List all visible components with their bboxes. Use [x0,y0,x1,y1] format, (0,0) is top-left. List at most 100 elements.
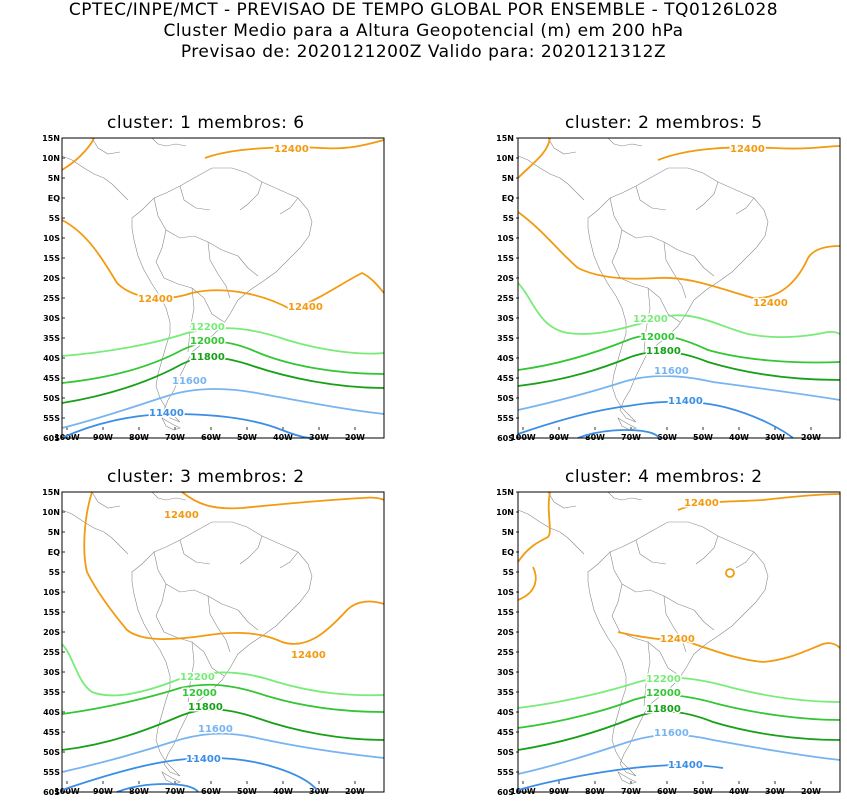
coastline [517,137,769,431]
lat-tick-label: 40S [497,708,514,717]
coastline-segment [131,167,313,423]
contour-12000 [61,683,385,715]
lat-tick-label: 10S [497,234,514,243]
coastline-segment [735,551,755,569]
coastline-segment [587,521,769,777]
contour-12400 [517,491,551,563]
label-11400: 11400 [668,760,703,771]
contour-11800 [517,710,841,751]
label-11800: 11800 [190,352,225,363]
contour-11600 [61,732,385,773]
map-frame [517,491,841,793]
contour-11600 [517,375,841,411]
coastline-segment [695,535,719,565]
lat-tick-label: 45S [43,728,60,737]
lat-tick-label: 35S [497,688,514,697]
contour-12400 [517,211,841,299]
contour-12400-closed [725,568,735,578]
contour-11400 [61,757,318,791]
lat-tick-label: 40S [43,354,60,363]
coastline-segment [187,641,195,707]
contour-12400 [83,491,385,645]
coastline-segment [617,417,637,431]
label-12400-top: 12400 [164,510,199,521]
lat-tick-label: 30S [43,314,60,323]
lat-tick-label: 55S [497,414,514,423]
lat-tick-label: 25S [497,294,514,303]
contour-12000 [61,340,385,384]
map-panel-2: 15N 10N 5N EQ 5S 10S 15S 20S 25S 30S 35S 40S 45S 50S 5… [496,134,841,443]
coastline-segment [179,539,211,565]
contour-11600 [61,388,385,429]
label-11400: 11400 [186,754,221,765]
contour-12400 [657,145,841,161]
coastline [61,491,313,785]
lat-tick-label: 15S [43,254,60,263]
coastline-segment [61,509,129,555]
coastline-segment [635,185,667,211]
coastline-segment [611,583,661,653]
coastline-segment [517,509,585,555]
lat-tick-label: 25S [43,294,60,303]
lat-tick-label: 10N [496,508,514,517]
map-panel-4: 15N 10N 5N EQ 5S 10S 15S 20S 25S 30S 35S 40S 45S 50S 5… [496,488,841,797]
map-panel-3: 15N 10N 5N EQ 5S 10S 15S 20S 25S 30S 35S 40S 45S 50S 5… [42,488,385,797]
lat-tick-label: 10N [42,508,60,517]
coastline-segment [617,771,637,785]
contour-12200 [517,282,841,338]
lat-tick-label: 5N [502,528,514,537]
lon-tick-labels: 100W 90W 80W 70W 60W 50W 40W 30W 20W [54,781,365,796]
map-frame [61,137,385,439]
lat-tick-label: 5N [502,174,514,183]
lat-tick-label: 50S [497,748,514,757]
lat-tick-label: 10S [497,588,514,597]
coastline-segment [635,539,667,565]
coastline-segment [207,595,231,653]
label-12000: 12000 [646,688,681,699]
label-12200: 12200 [646,674,681,685]
coastline-segment [735,197,755,215]
coastline-segment [587,167,769,423]
map-panel-1: 15N 10N 5N EQ 5S 10S 15S 20S 25S 30S 35S 40S 45S 50S 5… [42,134,385,443]
coastline-segment [279,197,299,215]
lat-tick-label: 5N [48,174,60,183]
coastline [517,491,769,785]
panel-1-title: cluster: 1 membros: 6 [107,113,305,133]
coastline-segment [151,491,187,501]
coastline-segment [151,137,187,147]
lat-tick-label: 45S [497,728,514,737]
lat-tick-label: 50S [43,394,60,403]
label-12400-right: 12400 [291,650,326,661]
contour-11600 [517,734,841,775]
lat-tick-label: 30S [497,314,514,323]
lat-tick-label: 15N [496,134,514,143]
lat-tick-label: 5S [49,214,61,223]
lat-tick-label: 25S [497,648,514,657]
contour-12400 [517,566,537,601]
coastline-segment [693,609,715,631]
label-12400-top: 12400 [730,144,765,155]
contour-12400 [61,219,385,311]
contour-11800 [517,350,841,387]
lat-tick-label: 5N [48,528,60,537]
lat-tick-label: 5S [503,568,515,577]
coastline-segment [659,651,681,677]
coastline-segment [239,181,263,211]
lat-tick-label: 30S [43,668,60,677]
contour-12400 [617,631,841,663]
header-line-3: Previsao de: 2020121200Z Valido para: 20… [180,42,667,62]
coastline-segment [153,551,239,611]
lat-tick-label: 20S [497,274,514,283]
lat-tick-labels: 15N 10N 5N EQ 5S 10S 15S 20S 25S 30S 35S 40S 45S 50S 5… [42,488,65,797]
contour-12400 [61,137,95,171]
lat-tick-label: 15S [43,608,60,617]
lat-tick-label: 20S [43,628,60,637]
coastline-segment [643,641,651,707]
lat-tick-label: 15N [496,488,514,497]
lat-tick-label: 60S [43,434,60,443]
panel-3-title: cluster: 3 membros: 2 [107,467,305,487]
lon-tick-labels: 100W 90W 80W 70W 60W 50W 40W 30W 20W [510,427,821,442]
lat-tick-label: 50S [497,394,514,403]
label-11800: 11800 [646,704,681,715]
coastline-segment [155,583,205,653]
